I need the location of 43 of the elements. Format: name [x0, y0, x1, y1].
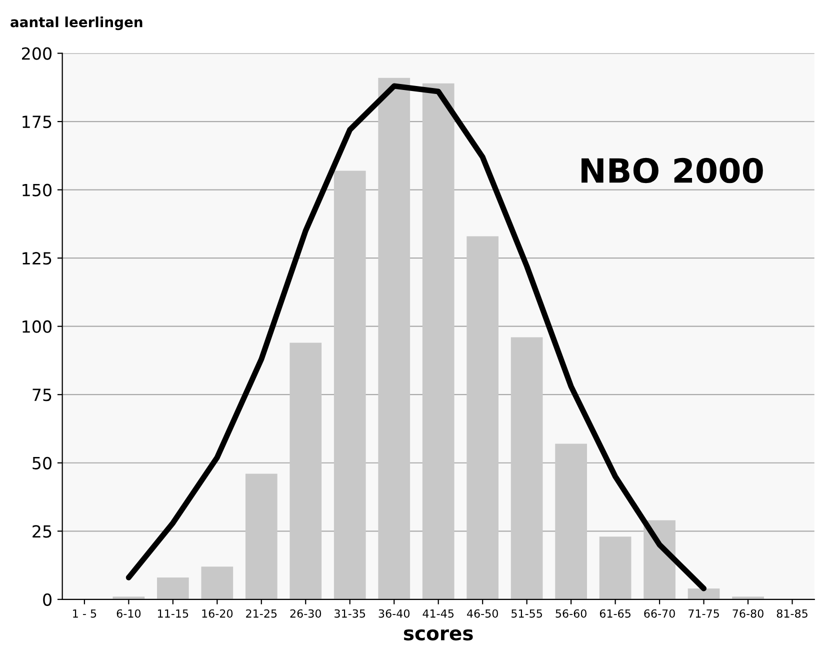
y-tick-label: 100 — [22, 320, 52, 333]
x-tick-label: 61-65 — [600, 609, 630, 618]
bar — [378, 78, 410, 600]
bar — [599, 536, 632, 600]
y-tick-label: 150 — [22, 184, 52, 196]
y-tick-label: 0 — [43, 593, 52, 606]
x-tick-label: 41-45 — [422, 609, 454, 618]
x-tick-label: 26-30 — [290, 609, 322, 618]
bar — [555, 444, 587, 600]
x-tick-label: 36-40 — [378, 609, 410, 618]
bar — [422, 83, 454, 600]
x-tick-label: 21-25 — [246, 609, 277, 618]
x-tick-label: 6-10 — [116, 609, 141, 618]
bar — [510, 337, 543, 600]
bar — [290, 342, 322, 600]
bar — [466, 236, 499, 600]
y-tick-label: 200 — [22, 47, 52, 60]
x-tick-label: 56-60 — [556, 609, 586, 618]
bar — [201, 566, 234, 600]
x-tick-label: 71-75 — [688, 609, 719, 618]
annotation: NBO 2000 — [582, 158, 763, 184]
x-axis-title: scores — [404, 629, 473, 640]
x-tick-label: 76-80 — [732, 609, 764, 618]
x-tick-label: 11-15 — [158, 609, 188, 618]
x-tick-label: 31-35 — [334, 609, 366, 618]
y-tick-label: 125 — [22, 252, 52, 265]
x-tick-label: 16-20 — [202, 609, 233, 618]
bar — [688, 588, 720, 600]
x-tick-label: 66-70 — [644, 609, 675, 618]
y-axis-title: aantal leerlingen — [10, 16, 142, 30]
bar — [334, 170, 366, 600]
y-tick-label: 75 — [32, 388, 52, 402]
y-tick-label: 175 — [22, 116, 52, 128]
x-tick-label: 51-55 — [512, 609, 542, 618]
bar — [732, 596, 764, 600]
bar — [245, 474, 278, 600]
x-tick-label: 1 - 5 — [73, 609, 96, 618]
x-tick-label: 81-85 — [776, 609, 808, 618]
y-tick-label: 50 — [32, 456, 52, 470]
y-tick-label: 25 — [32, 525, 52, 538]
x-tick-label: 46-50 — [466, 609, 498, 618]
bar — [156, 578, 189, 600]
bar — [112, 596, 145, 600]
